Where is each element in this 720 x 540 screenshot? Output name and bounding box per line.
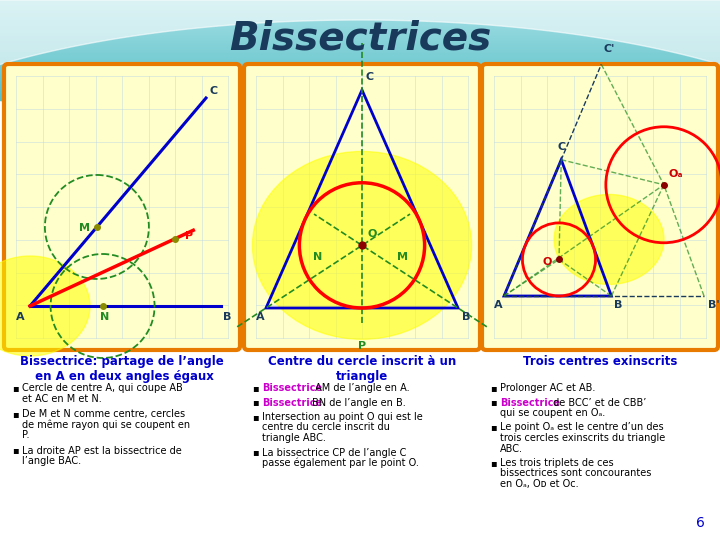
Ellipse shape bbox=[0, 256, 90, 356]
Text: et AC en M et N.: et AC en M et N. bbox=[22, 394, 102, 403]
FancyBboxPatch shape bbox=[244, 64, 480, 350]
Text: 6: 6 bbox=[696, 516, 705, 530]
Text: Bissectrice: Bissectrice bbox=[262, 383, 322, 393]
Text: C: C bbox=[366, 72, 374, 82]
Text: A: A bbox=[256, 312, 265, 322]
Text: N: N bbox=[100, 312, 109, 322]
Text: BN de l’angle en B.: BN de l’angle en B. bbox=[312, 397, 405, 408]
Text: centre du cercle inscrit du: centre du cercle inscrit du bbox=[262, 422, 390, 433]
Text: ▪: ▪ bbox=[252, 448, 258, 457]
Text: Bissectrice: Bissectrice bbox=[262, 397, 322, 408]
Text: ▪: ▪ bbox=[252, 397, 258, 408]
Text: Centre du cercle inscrit à un
triangle: Centre du cercle inscrit à un triangle bbox=[268, 355, 456, 383]
Text: P: P bbox=[358, 341, 366, 350]
Text: Prolonger AC et AB.: Prolonger AC et AB. bbox=[500, 383, 595, 393]
Text: ▪: ▪ bbox=[490, 422, 497, 433]
Text: ▪: ▪ bbox=[12, 446, 19, 456]
Text: Bissectrices: Bissectrices bbox=[229, 19, 491, 57]
Text: Trois centres exinscrits: Trois centres exinscrits bbox=[523, 355, 678, 368]
Text: O: O bbox=[367, 230, 377, 239]
Text: ABC.: ABC. bbox=[500, 443, 523, 454]
Text: M: M bbox=[397, 252, 408, 262]
Text: Intersection au point O qui est le: Intersection au point O qui est le bbox=[262, 412, 423, 422]
Ellipse shape bbox=[554, 194, 664, 285]
Text: De M et N comme centre, cercles: De M et N comme centre, cercles bbox=[22, 409, 185, 419]
Text: C': C' bbox=[603, 44, 615, 55]
Text: B': B' bbox=[708, 300, 719, 310]
Text: Cercle de centre A, qui coupe AB: Cercle de centre A, qui coupe AB bbox=[22, 383, 183, 393]
Text: triangle ABC.: triangle ABC. bbox=[262, 433, 326, 443]
Text: ▪: ▪ bbox=[12, 409, 19, 419]
Text: trois cercles exinscrits du triangle: trois cercles exinscrits du triangle bbox=[500, 433, 665, 443]
Text: N: N bbox=[313, 252, 323, 262]
Text: M: M bbox=[79, 223, 91, 233]
Text: ▪: ▪ bbox=[252, 383, 258, 393]
Text: C: C bbox=[210, 86, 218, 96]
FancyBboxPatch shape bbox=[482, 64, 718, 350]
Text: de BCC’ et de CBB’: de BCC’ et de CBB’ bbox=[549, 397, 646, 408]
Text: Bissectrice: partage de l’angle
 en A en deux angles égaux: Bissectrice: partage de l’angle en A en … bbox=[20, 355, 224, 383]
Text: B: B bbox=[614, 300, 623, 310]
Text: A: A bbox=[16, 312, 24, 322]
Text: B: B bbox=[462, 312, 470, 322]
Text: de même rayon qui se coupent en: de même rayon qui se coupent en bbox=[22, 420, 190, 430]
Text: en Oₐ, Oᴅ et Oᴄ.: en Oₐ, Oᴅ et Oᴄ. bbox=[500, 479, 579, 489]
Text: bissectrices sont concourantes: bissectrices sont concourantes bbox=[500, 469, 652, 478]
Text: C: C bbox=[557, 141, 565, 152]
Text: B: B bbox=[222, 312, 231, 322]
Text: Bissectrice: Bissectrice bbox=[500, 397, 560, 408]
Text: ▪: ▪ bbox=[490, 383, 497, 393]
Text: ▪: ▪ bbox=[252, 412, 258, 422]
Text: La droite AP est la bissectrice de: La droite AP est la bissectrice de bbox=[22, 446, 181, 456]
Text: Le point Oₐ est le centre d’un des: Le point Oₐ est le centre d’un des bbox=[500, 422, 664, 433]
Ellipse shape bbox=[253, 151, 472, 339]
Text: A: A bbox=[494, 300, 503, 310]
Text: ▪: ▪ bbox=[12, 383, 19, 393]
Text: qui se coupent en Oₐ.: qui se coupent en Oₐ. bbox=[500, 408, 606, 418]
Text: AM de l’angle en A.: AM de l’angle en A. bbox=[312, 383, 409, 393]
Text: Oₐ: Oₐ bbox=[669, 169, 683, 179]
Text: La bissectrice CP de l’angle C: La bissectrice CP de l’angle C bbox=[262, 448, 406, 457]
Text: P.: P. bbox=[22, 430, 30, 440]
Text: ▪: ▪ bbox=[490, 458, 497, 468]
FancyBboxPatch shape bbox=[4, 64, 240, 350]
Text: ▪: ▪ bbox=[490, 397, 497, 408]
Text: l’angle BAC.: l’angle BAC. bbox=[22, 456, 81, 466]
Text: P: P bbox=[185, 231, 193, 241]
Text: Les trois triplets de ces: Les trois triplets de ces bbox=[500, 458, 613, 468]
Text: O: O bbox=[543, 258, 552, 267]
Text: passe également par le point O.: passe également par le point O. bbox=[262, 458, 419, 469]
